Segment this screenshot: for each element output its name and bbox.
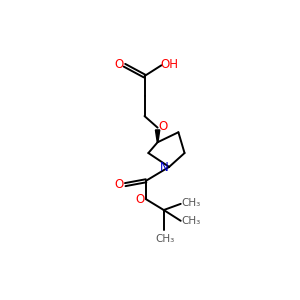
Text: O: O xyxy=(115,58,124,71)
Text: OH: OH xyxy=(160,58,178,71)
Text: O: O xyxy=(135,193,145,206)
Text: CH₃: CH₃ xyxy=(156,233,175,244)
Text: O: O xyxy=(115,178,124,191)
Text: CH₃: CH₃ xyxy=(182,198,201,208)
Polygon shape xyxy=(155,130,160,142)
Text: N: N xyxy=(159,161,168,174)
Text: O: O xyxy=(158,120,168,133)
Text: CH₃: CH₃ xyxy=(182,216,201,226)
